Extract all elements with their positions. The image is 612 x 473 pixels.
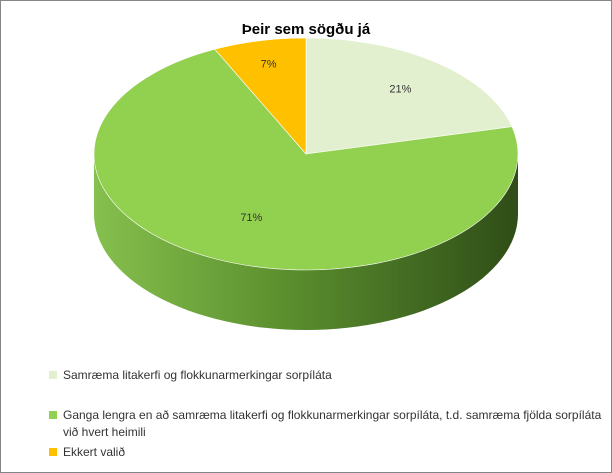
slice-1 — [305, 37, 513, 155]
slice-2 — [93, 48, 519, 271]
pie-slices — [93, 37, 519, 271]
data-label-2: 71% — [240, 212, 262, 224]
data-label-1: 21% — [389, 83, 411, 95]
legend-swatch-3 — [49, 448, 57, 456]
legend-label-1: Samræma litakerfi og flokkunarmerkingar … — [63, 368, 332, 382]
slice-3 — [214, 37, 307, 155]
legend-swatch-2 — [49, 411, 57, 419]
legend-label-2: Ganga lengra en að samræma litakerfi og … — [63, 408, 602, 439]
legend-label-3: Ekkert valið — [63, 445, 126, 459]
pie-data-labels: 21% 71% 7% — [240, 58, 411, 223]
data-label-3: 7% — [261, 58, 277, 70]
chart-title: Þeir sem sögðu já — [241, 21, 371, 38]
slice-side-2 — [94, 154, 518, 330]
pie-depth — [94, 154, 518, 330]
legend-swatch-1 — [49, 371, 57, 379]
